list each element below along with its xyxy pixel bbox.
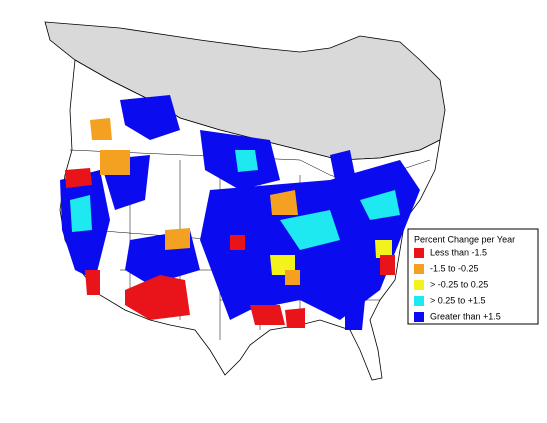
legend-label: Greater than +1.5 (430, 311, 501, 321)
legend-swatch (414, 264, 424, 274)
trend-area (100, 150, 130, 175)
legend-swatch (414, 248, 424, 258)
trend-area (380, 255, 395, 275)
trend-area (90, 118, 112, 140)
trend-areas (60, 95, 420, 330)
legend-label: > -0.25 to 0.25 (430, 279, 488, 289)
trend-area (125, 275, 190, 320)
legend-label: -1.5 to -0.25 (430, 263, 479, 273)
trend-area (375, 240, 392, 258)
trend-area (285, 308, 305, 328)
legend-swatch (414, 312, 424, 322)
legend-swatch (414, 280, 424, 290)
trend-area (120, 95, 180, 140)
trend-area (345, 300, 365, 330)
trend-area (70, 195, 92, 232)
legend-swatch (414, 296, 424, 306)
trend-area (85, 270, 100, 295)
trend-area (250, 305, 285, 325)
trend-area (285, 270, 300, 285)
trend-area (330, 150, 355, 180)
legend-label: > 0.25 to +1.5 (430, 295, 486, 305)
legend-box (407, 228, 539, 325)
trend-area (280, 210, 340, 250)
trend-area (230, 235, 245, 250)
trend-area (270, 190, 298, 215)
trend-area (235, 150, 258, 172)
trend-area (165, 228, 190, 250)
trend-area (360, 190, 400, 220)
legend: Percent Change per Year Less than -1.5 -1… (407, 228, 539, 325)
trend-area (65, 168, 92, 188)
legend-title: Percent Change per Year (414, 234, 515, 244)
legend-label: Less than -1.5 (430, 247, 487, 257)
